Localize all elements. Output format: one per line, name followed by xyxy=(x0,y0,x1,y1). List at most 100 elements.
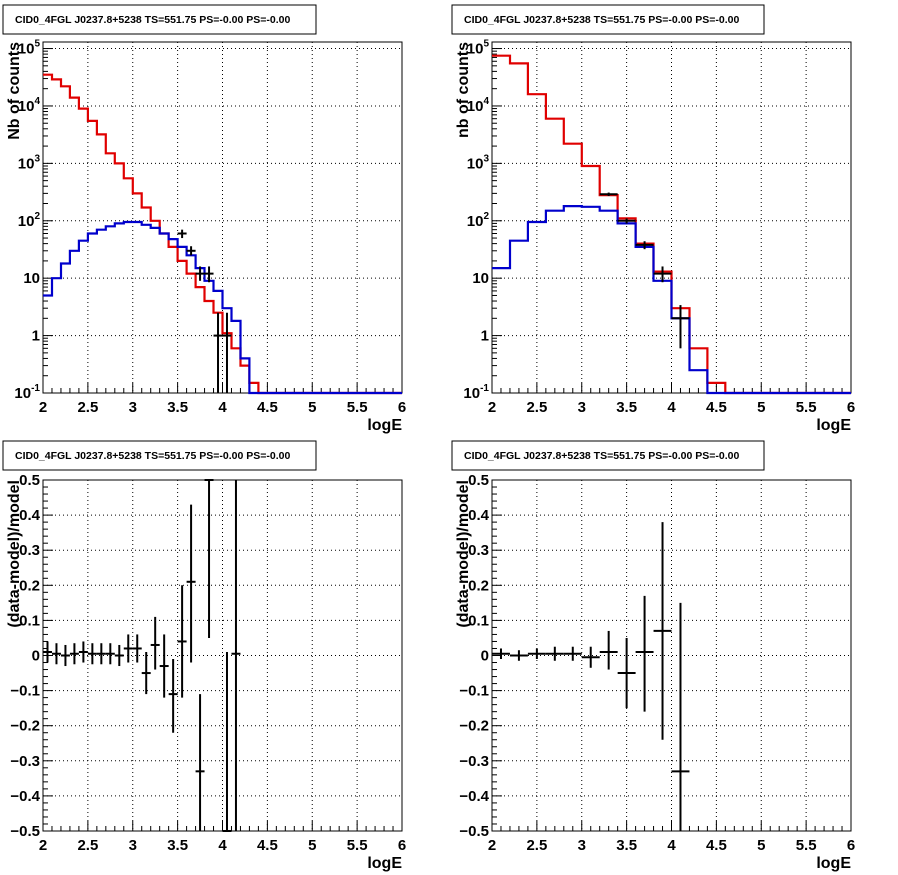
y-tick-label: −0.4 xyxy=(459,788,489,805)
x-tick-label: 3.5 xyxy=(616,837,637,854)
y-tick-label: −0.4 xyxy=(10,788,40,805)
title-box: CID0_4FGL J0237.8+5238 TS=551.75 PS=-0.0… xyxy=(2,440,317,471)
x-tick-label: 3.5 xyxy=(616,399,637,416)
y-tick-base: 10 xyxy=(18,98,35,115)
y-axis-label: Nb of counts xyxy=(6,42,23,140)
x-tick-label: 2.5 xyxy=(77,399,98,416)
y-tick-label: 103 xyxy=(18,153,41,172)
x-axis-label: logE xyxy=(367,417,402,434)
y-tick-label: 0.3 xyxy=(468,542,489,559)
x-tick-label: 2.5 xyxy=(77,837,98,854)
y-tick-exponent: 2 xyxy=(34,211,40,222)
y-axis-label: (data-model)/model xyxy=(6,480,23,628)
y-tick-label: −0.2 xyxy=(10,718,40,735)
x-tick-label: 4 xyxy=(667,837,676,854)
y-tick-label: 104 xyxy=(18,96,41,115)
histogram-model-source xyxy=(43,220,402,395)
chart-title: CID0_4FGL J0237.8+5238 TS=551.75 PS=-0.0… xyxy=(464,450,739,462)
y-tick-label: 0.4 xyxy=(19,507,41,524)
y-tick-base: 10 xyxy=(14,385,31,402)
y-tick-label: 10 xyxy=(472,270,489,287)
x-tick-label: 4.5 xyxy=(706,837,727,854)
y-tick-label: 103 xyxy=(467,153,490,172)
x-tick-label: 4 xyxy=(218,399,227,416)
x-tick-label: 2 xyxy=(39,837,47,854)
x-tick-label: 6 xyxy=(847,837,855,854)
y-tick-base: 10 xyxy=(18,41,35,58)
title-box: CID0_4FGL J0237.8+5238 TS=551.75 PS=-0.0… xyxy=(451,4,765,35)
y-tick-label: 1 xyxy=(481,328,489,345)
x-axis-label: logE xyxy=(367,855,402,872)
x-tick-label: 6 xyxy=(398,837,406,854)
x-tick-label: 2.5 xyxy=(526,837,547,854)
y-tick-base: 10 xyxy=(467,98,484,115)
x-tick-label: 4.5 xyxy=(257,399,278,416)
x-tick-label: 4 xyxy=(218,837,227,854)
y-tick-base: 10 xyxy=(18,155,35,172)
y-tick-label: 0.1 xyxy=(19,612,40,629)
chart-title: CID0_4FGL J0237.8+5238 TS=551.75 PS=-0.0… xyxy=(15,14,290,26)
x-tick-label: 3 xyxy=(578,399,586,416)
chart-title: CID0_4FGL J0237.8+5238 TS=551.75 PS=-0.0… xyxy=(464,14,739,26)
y-tick-label: −0.3 xyxy=(459,753,489,770)
title-box: CID0_4FGL J0237.8+5238 TS=551.75 PS=-0.0… xyxy=(451,440,765,471)
y-tick-label: 0.4 xyxy=(468,507,490,524)
y-tick-base: 10 xyxy=(463,385,480,402)
y-tick-exponent: 5 xyxy=(34,39,40,50)
y-tick-exponent: -1 xyxy=(480,383,489,394)
y-tick-label: −0.3 xyxy=(10,753,40,770)
chart-panel-bottom-right: 2 2.5 3 3.5 4 4.5 5 5.5 6 0.5 0.4 0.3 0.2 0.1 0 −0.1 −0.… xyxy=(451,440,855,872)
plot-frame xyxy=(491,479,852,832)
x-tick-label: 2 xyxy=(488,399,496,416)
x-tick-label: 5 xyxy=(757,837,765,854)
y-tick-label: −0.5 xyxy=(10,823,40,840)
x-axis-label: logE xyxy=(816,417,851,434)
y-tick-base: 10 xyxy=(467,213,484,230)
y-tick-base: 10 xyxy=(467,155,484,172)
y-tick-exponent: 4 xyxy=(483,96,489,107)
y-tick-base: 10 xyxy=(467,41,484,58)
x-tick-label: 5 xyxy=(308,399,316,416)
x-tick-label: 3 xyxy=(129,837,137,854)
y-tick-label: −0.1 xyxy=(10,683,40,700)
y-tick-base: 10 xyxy=(18,213,35,230)
y-tick-label: 105 xyxy=(467,39,490,58)
x-tick-label: 3.5 xyxy=(167,399,188,416)
y-tick-label: 0.5 xyxy=(468,472,489,489)
x-tick-label: 5 xyxy=(757,399,765,416)
x-tick-label: 5.5 xyxy=(796,399,817,416)
y-tick-label: 104 xyxy=(467,96,490,115)
y-tick-label: 102 xyxy=(18,211,41,230)
y-tick-exponent: 5 xyxy=(483,39,489,50)
x-tick-label: 6 xyxy=(398,399,406,416)
x-tick-label: 5.5 xyxy=(347,399,368,416)
x-tick-label: 2.5 xyxy=(526,399,547,416)
x-tick-label: 4 xyxy=(667,399,676,416)
x-axis-label: logE xyxy=(816,855,851,872)
y-tick-label: 0.2 xyxy=(468,577,489,594)
y-tick-exponent: 4 xyxy=(34,96,40,107)
x-tick-label: 2 xyxy=(488,837,496,854)
y-tick-label: 0.3 xyxy=(19,542,40,559)
x-tick-label: 3 xyxy=(578,837,586,854)
y-tick-label: 10 xyxy=(23,270,40,287)
x-tick-label: 2 xyxy=(39,399,47,416)
x-tick-label: 5 xyxy=(308,837,316,854)
y-tick-label: 102 xyxy=(467,211,490,230)
x-tick-label: 4.5 xyxy=(257,837,278,854)
y-tick-label: −0.1 xyxy=(459,683,489,700)
x-tick-label: 5.5 xyxy=(796,837,817,854)
y-tick-label: −0.5 xyxy=(459,823,489,840)
y-tick-exponent: 2 xyxy=(483,211,489,222)
y-tick-label: 0.5 xyxy=(19,472,40,489)
x-tick-label: 3 xyxy=(129,399,137,416)
title-box: CID0_4FGL J0237.8+5238 TS=551.75 PS=-0.0… xyxy=(2,4,317,35)
y-tick-label: 0 xyxy=(32,648,40,665)
y-tick-label: 0.2 xyxy=(19,577,40,594)
y-tick-exponent: 3 xyxy=(483,153,489,164)
histogram-model-source xyxy=(492,205,851,395)
y-tick-exponent: -1 xyxy=(31,383,40,394)
y-tick-exponent: 3 xyxy=(34,153,40,164)
chart-title: CID0_4FGL J0237.8+5238 TS=551.75 PS=-0.0… xyxy=(15,450,290,462)
